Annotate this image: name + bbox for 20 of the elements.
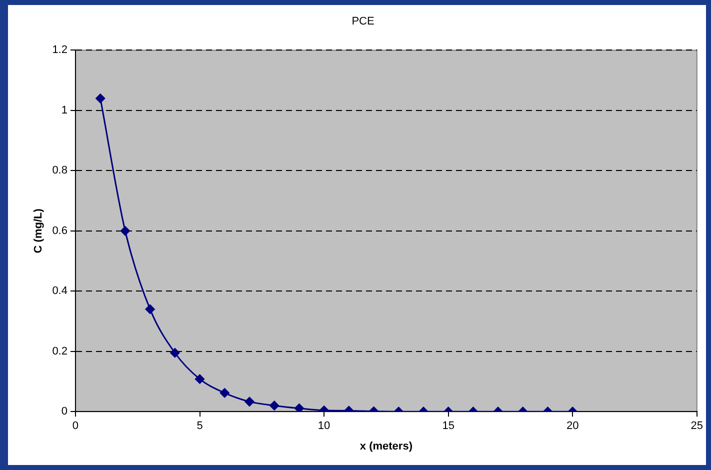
y-tick-label: 0.2	[52, 345, 68, 358]
y-tick-label: 0.8	[52, 164, 68, 177]
y-axis-title: C (mg/L)	[32, 208, 45, 254]
x-tick-label: 10	[318, 420, 330, 432]
y-tick-label: 1.2	[52, 44, 68, 56]
y-tick-label: 0.4	[52, 285, 68, 298]
x-tick-label: 5	[196, 420, 203, 432]
x-tick-label: 25	[690, 420, 704, 432]
y-tick-label: 0	[61, 406, 68, 418]
x-tick-label: 20	[566, 420, 579, 432]
point	[294, 404, 304, 412]
x-tick-label: 15	[442, 420, 454, 432]
y-tick-label: 1	[61, 104, 68, 116]
point	[145, 304, 155, 314]
point	[120, 226, 130, 236]
x-tick-label: 0	[72, 420, 79, 432]
point	[96, 94, 106, 104]
y-tick-label: 0.6	[52, 224, 68, 237]
x-axis-title: x (meters)	[360, 440, 413, 452]
chart-title: PCE	[352, 16, 374, 28]
